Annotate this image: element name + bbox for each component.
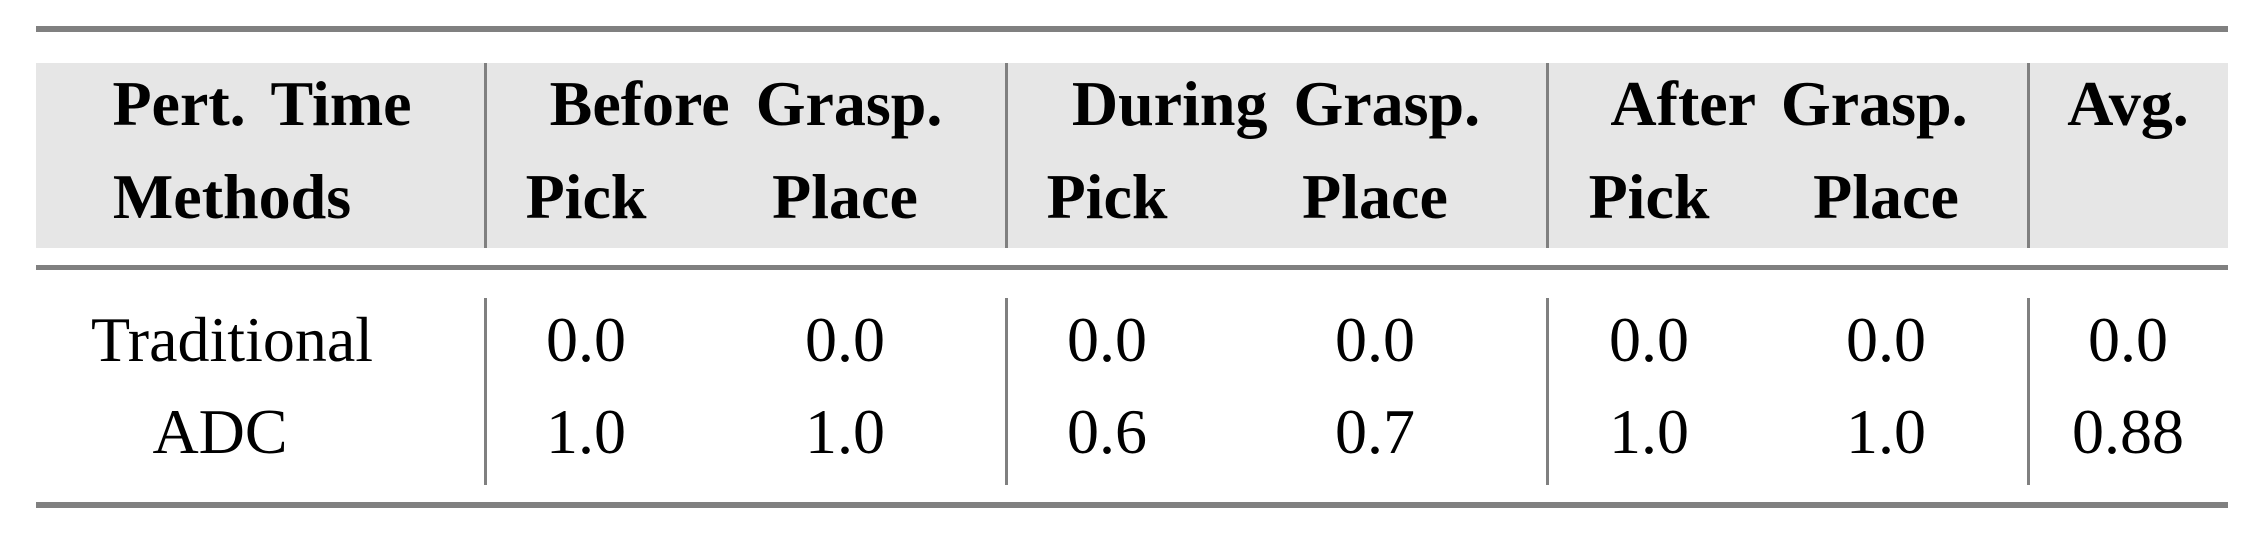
value-cell: 1.0 <box>1846 396 1926 467</box>
header-before-pick: Pick <box>525 161 647 232</box>
value-cell: 0.0 <box>546 304 626 375</box>
header-pert-time: Pert. Time <box>112 68 412 139</box>
top-rule <box>36 26 2228 32</box>
header-during-pick: Pick <box>1046 161 1168 232</box>
bottom-rule <box>36 502 2228 508</box>
header-after-grasp: After Grasp. <box>1610 68 1968 139</box>
avg-cell: 0.88 <box>2072 396 2184 467</box>
header-before-grasp: Before Grasp. <box>549 68 943 139</box>
value-cell: 0.0 <box>1067 304 1147 375</box>
column-divider <box>1005 63 1008 248</box>
header-before-place: Place <box>772 161 918 232</box>
value-cell: 0.0 <box>1335 304 1415 375</box>
column-divider <box>484 298 487 485</box>
value-cell: 0.0 <box>1846 304 1926 375</box>
avg-cell: 0.0 <box>2088 304 2168 375</box>
column-divider <box>484 63 487 248</box>
value-cell: 0.6 <box>1067 396 1147 467</box>
method-name: Traditional <box>90 304 374 375</box>
mid-rule <box>36 265 2228 270</box>
header-avg: Avg. <box>2067 68 2189 139</box>
header-during-place: Place <box>1302 161 1448 232</box>
value-cell: 0.7 <box>1335 396 1415 467</box>
value-cell: 0.0 <box>1609 304 1689 375</box>
column-divider <box>2027 63 2030 248</box>
header-after-pick: Pick <box>1588 161 1710 232</box>
column-divider <box>1546 63 1549 248</box>
value-cell: 1.0 <box>546 396 626 467</box>
header-during-grasp: During Grasp. <box>1071 68 1481 139</box>
value-cell: 1.0 <box>805 396 885 467</box>
column-divider <box>2027 298 2030 485</box>
header-background <box>36 63 2228 248</box>
column-divider <box>1546 298 1549 485</box>
column-divider <box>1005 298 1008 485</box>
header-after-place: Place <box>1813 161 1959 232</box>
header-methods: Methods <box>112 161 352 232</box>
value-cell: 0.0 <box>805 304 885 375</box>
method-name: ADC <box>152 396 288 467</box>
value-cell: 1.0 <box>1609 396 1689 467</box>
